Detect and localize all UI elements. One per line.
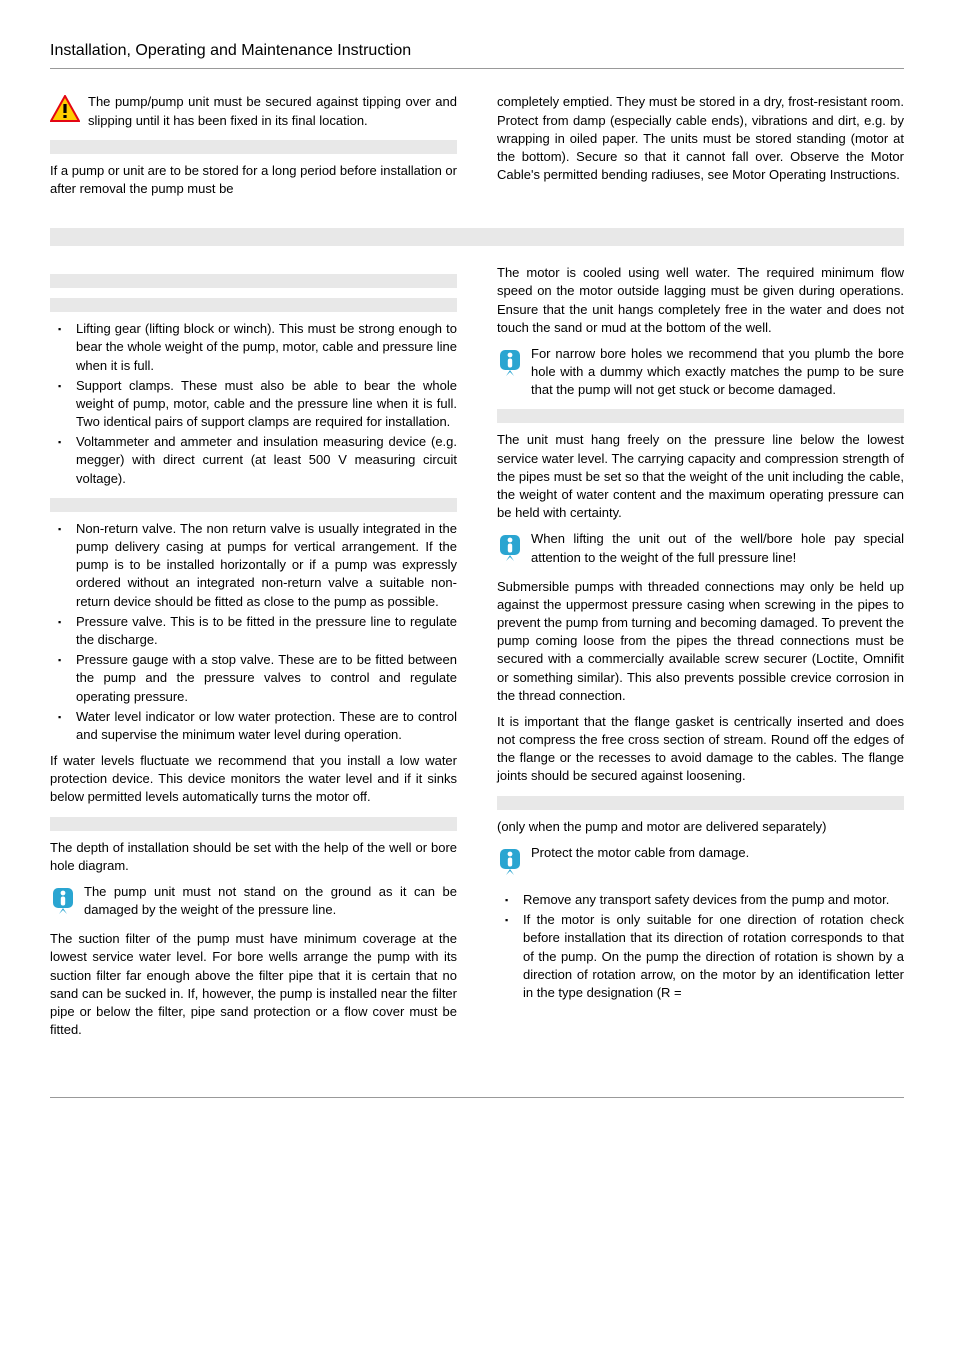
left-bar-3 xyxy=(50,498,457,512)
right-bar-1 xyxy=(497,409,904,423)
list-item: Remove any transport safety devices from… xyxy=(497,891,904,909)
info-text-right-1: For narrow bore holes we recommend that … xyxy=(531,345,904,400)
left-para-3: The depth of installation should be set … xyxy=(50,839,457,875)
info-notice-right-1: For narrow bore holes we recommend that … xyxy=(497,345,904,400)
top-left-para: If a pump or unit are to be stored for a… xyxy=(50,162,457,198)
footer-line xyxy=(50,1097,904,1098)
info-icon xyxy=(497,846,523,881)
right-list-1: Remove any transport safety devices from… xyxy=(497,891,904,1002)
top-right-col: completely emptied. They must be stored … xyxy=(497,93,904,206)
list-item: Voltammeter and ammeter and insulation m… xyxy=(50,433,457,488)
right-para-1: The motor is cooled using well water. Th… xyxy=(497,264,904,337)
info-text-right-3: Protect the motor cable from damage. xyxy=(531,844,904,862)
left-list-2: Non-return valve. The non return valve i… xyxy=(50,520,457,744)
list-item: Non-return valve. The non return valve i… xyxy=(50,520,457,611)
right-para-5: (only when the pump and motor are delive… xyxy=(497,818,904,836)
list-item: If the motor is only suitable for one di… xyxy=(497,911,904,1002)
info-text-left-1: The pump unit must not stand on the grou… xyxy=(84,883,457,919)
top-columns: The pump/pump unit must be secured again… xyxy=(50,93,904,206)
left-bar-1 xyxy=(50,274,457,288)
top-right-para: completely emptied. They must be stored … xyxy=(497,93,904,184)
warning-icon xyxy=(50,95,80,128)
info-icon xyxy=(50,885,76,920)
left-list-1: Lifting gear (lifting block or winch). T… xyxy=(50,320,457,488)
right-col: The motor is cooled using well water. Th… xyxy=(497,264,904,1047)
warning-notice-1: The pump/pump unit must be secured again… xyxy=(50,93,457,129)
list-item: Pressure valve. This is to be fitted in … xyxy=(50,613,457,649)
info-icon xyxy=(497,532,523,567)
list-item: Lifting gear (lifting block or winch). T… xyxy=(50,320,457,375)
info-icon xyxy=(497,347,523,382)
section-bar-left-1 xyxy=(50,140,457,154)
info-notice-right-2: When lifting the unit out of the well/bo… xyxy=(497,530,904,567)
left-col: Lifting gear (lifting block or winch). T… xyxy=(50,264,457,1047)
right-para-4: It is important that the flange gasket i… xyxy=(497,713,904,786)
top-left-col: The pump/pump unit must be secured again… xyxy=(50,93,457,206)
list-item: Support clamps. These must also be able … xyxy=(50,377,457,432)
left-para-2: If water levels fluctuate we recommend t… xyxy=(50,752,457,807)
warning-text-1: The pump/pump unit must be secured again… xyxy=(88,93,457,129)
left-bar-2 xyxy=(50,298,457,312)
left-para-4: The suction filter of the pump must have… xyxy=(50,930,457,1039)
full-width-bar-1 xyxy=(50,228,904,246)
main-columns: Lifting gear (lifting block or winch). T… xyxy=(50,264,904,1047)
list-item: Pressure gauge with a stop valve. These … xyxy=(50,651,457,706)
left-bar-4 xyxy=(50,817,457,831)
title-underline xyxy=(50,68,904,69)
right-para-3: Submersible pumps with threaded connecti… xyxy=(497,578,904,705)
right-bar-2 xyxy=(497,796,904,810)
page-title: Installation, Operating and Maintenance … xyxy=(50,40,904,62)
info-text-right-2: When lifting the unit out of the well/bo… xyxy=(531,530,904,566)
right-para-2: The unit must hang freely on the pressur… xyxy=(497,431,904,522)
list-item: Water level indicator or low water prote… xyxy=(50,708,457,744)
info-notice-right-3: Protect the motor cable from damage. xyxy=(497,844,904,881)
info-notice-left-1: The pump unit must not stand on the grou… xyxy=(50,883,457,920)
